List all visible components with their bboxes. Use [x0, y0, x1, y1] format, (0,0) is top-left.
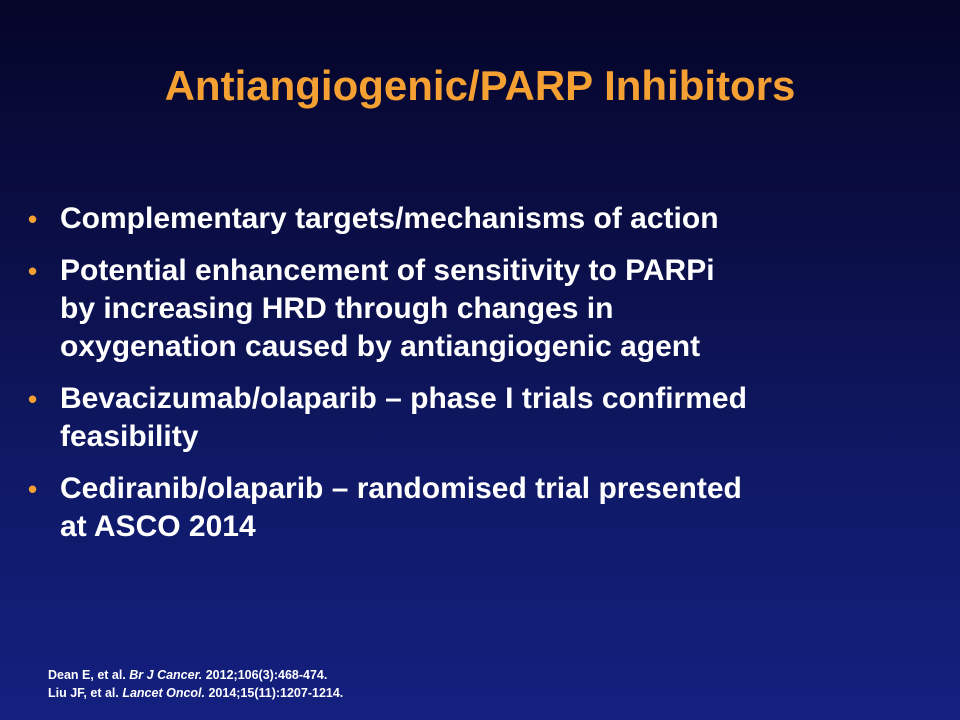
- bullet-item: • Bevacizumab/olaparib – phase I trials …: [28, 380, 928, 456]
- bullet-line: oxygenation caused by antiangiogenic age…: [60, 330, 701, 363]
- bullet-line: Potential enhancement of sensitivity to …: [60, 254, 715, 287]
- bullet-marker: •: [28, 256, 38, 286]
- reference-journal: Br J Cancer.: [129, 668, 203, 682]
- bullet-line: at ASCO 2014: [60, 510, 256, 543]
- references: Dean E, et al. Br J Cancer. 2012;106(3):…: [48, 666, 343, 702]
- bullet-line: Bevacizumab/olaparib – phase I trials co…: [60, 382, 747, 415]
- bullet-marker: •: [28, 204, 38, 234]
- bullet-line: Cediranib/olaparib – randomised trial pr…: [60, 472, 742, 505]
- reference-authors: Liu JF, et al.: [48, 686, 123, 700]
- bullet-marker: •: [28, 384, 38, 414]
- reference-journal: Lancet Oncol.: [122, 686, 205, 700]
- bullet-item: • Potential enhancement of sensitivity t…: [28, 252, 928, 366]
- bullet-item: • Complementary targets/mechanisms of ac…: [28, 200, 928, 238]
- reference-details: 2014;15(11):1207-1214.: [204, 686, 344, 700]
- reference-details: 2012;106(3):468-474.: [202, 668, 328, 682]
- bullet-item: • Cediranib/olaparib – randomised trial …: [28, 470, 928, 546]
- bullet-list: • Complementary targets/mechanisms of ac…: [28, 200, 928, 560]
- bullet-line: Complementary targets/mechanisms of acti…: [60, 202, 719, 235]
- bullet-line: feasibility: [60, 420, 199, 453]
- reference-line: Dean E, et al. Br J Cancer. 2012;106(3):…: [48, 666, 343, 684]
- reference-authors: Dean E, et al.: [48, 668, 130, 682]
- bullet-marker: •: [28, 474, 38, 504]
- slide-title: Antiangiogenic/PARP Inhibitors: [164, 62, 796, 109]
- reference-line: Liu JF, et al. Lancet Oncol. 2014;15(11)…: [48, 684, 343, 702]
- bullet-line: by increasing HRD through changes in: [60, 292, 614, 325]
